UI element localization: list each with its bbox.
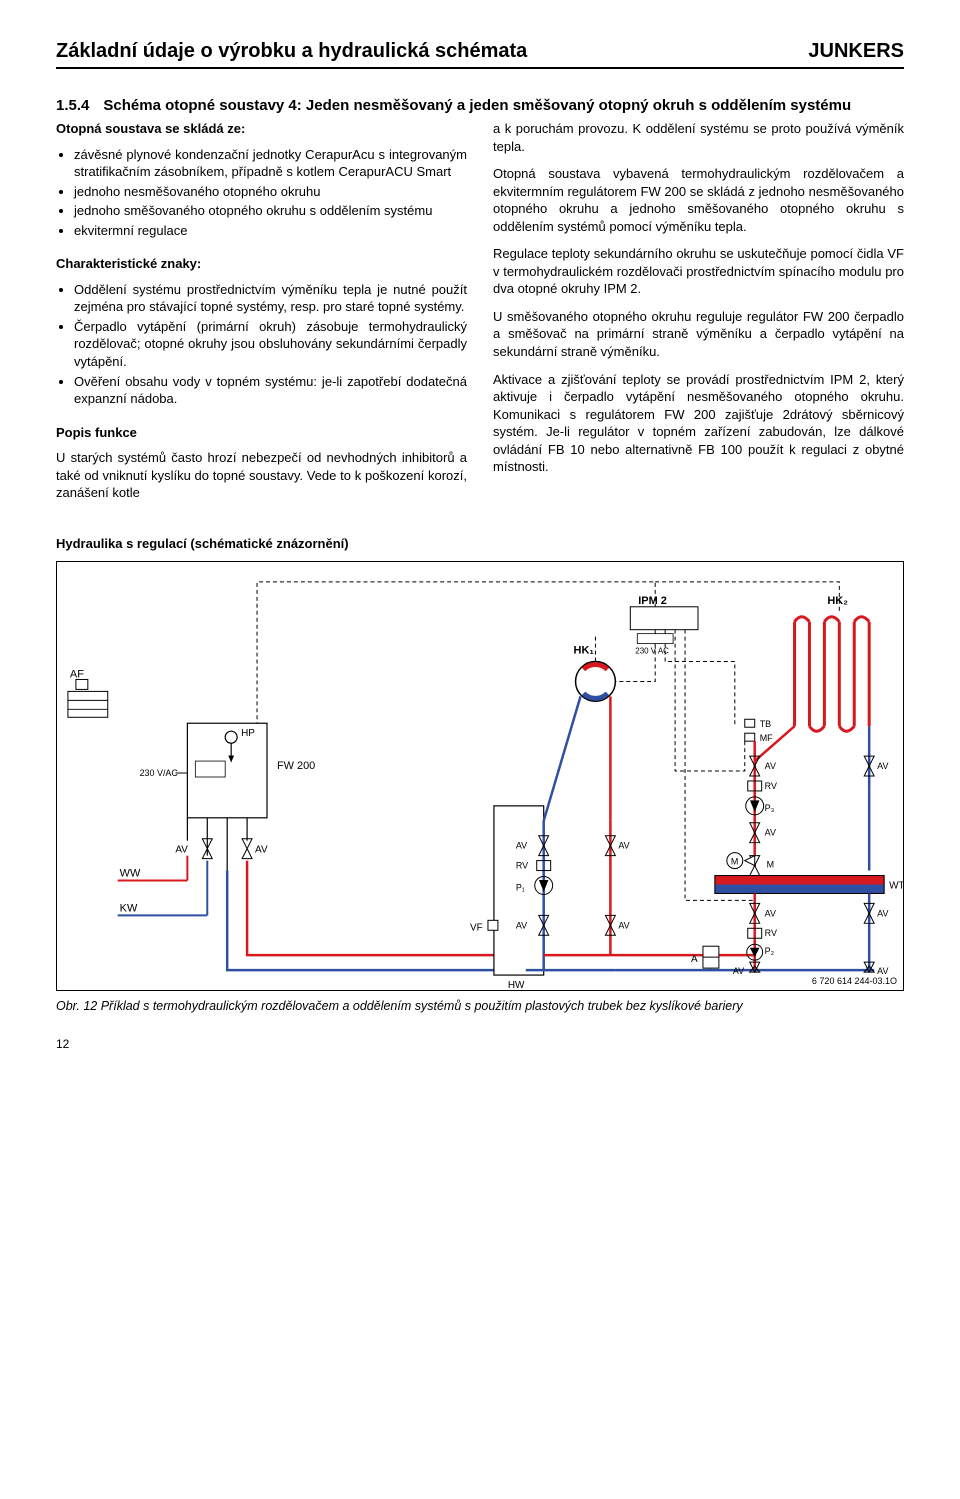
list-item: závěsné plynové kondenzační jednotky Cer… (74, 146, 467, 181)
label-av: AV (765, 828, 776, 838)
label-av: AV (618, 841, 629, 851)
list-item: jednoho směšovaného otopného okruhu s od… (74, 202, 467, 220)
right-column: a k poruchám provozu. K oddělení systému… (493, 120, 904, 512)
label-av: AV (255, 844, 268, 855)
svg-text:M: M (731, 856, 738, 866)
label-m: M (767, 859, 774, 869)
label-av: AV (877, 966, 888, 976)
label-hp: HP (241, 728, 255, 739)
label-av: AV (765, 908, 776, 918)
caption-prefix: Obr. 12 (56, 999, 97, 1013)
label-hk1: HK₁ (574, 644, 595, 656)
caption-text: Příklad s termohydraulickým rozdělovačem… (101, 999, 743, 1013)
list-item: jednoho nesměšovaného otopného okruhu (74, 183, 467, 201)
section-number: 1.5.4 (56, 97, 89, 114)
body-columns: Otopná soustava se skládá ze: závěsné pl… (56, 120, 904, 512)
left-list1: závěsné plynové kondenzační jednotky Cer… (56, 146, 467, 240)
left-sub1: Otopná soustava se skládá ze: (56, 120, 467, 138)
label-230vac-ipm: 230 V AC (635, 646, 669, 655)
label-kw: KW (120, 902, 138, 914)
right-p2: Otopná soustava vybavená termohydraulick… (493, 165, 904, 235)
list-item: Oddělení systému prostřednictvím výměník… (74, 281, 467, 316)
label-hw: HW (508, 980, 525, 990)
label-ipm2: IPM 2 (638, 595, 667, 607)
page-header: Základní údaje o výrobku a hydraulická s… (56, 40, 904, 69)
label-fw200: FW 200 (277, 760, 315, 772)
label-p2: P₂ (765, 946, 775, 956)
label-vf: VF (470, 922, 483, 933)
right-p1: a k poruchám provozu. K oddělení systému… (493, 120, 904, 155)
label-wt: WT (889, 880, 903, 891)
label-rv: RV (516, 860, 528, 870)
label-av: AV (733, 966, 744, 976)
page-number: 12 (56, 1037, 904, 1051)
left-column: Otopná soustava se skládá ze: závěsné pl… (56, 120, 467, 512)
af-sensor (68, 679, 108, 717)
label-av: AV (516, 841, 527, 851)
left-p1: U starých systémů často hrozí nebezpečí … (56, 449, 467, 502)
left-sub2: Charakteristické znaky: (56, 255, 467, 273)
list-item: ekvitermní regulace (74, 222, 467, 240)
label-230vac-boiler: 230 V/AC (140, 768, 179, 778)
left-sub3: Popis funkce (56, 424, 467, 442)
label-ww: WW (120, 867, 141, 879)
left-list2: Oddělení systému prostřednictvím výměník… (56, 281, 467, 408)
section-heading: 1.5.4 Schéma otopné soustavy 4: Jeden ne… (56, 97, 904, 114)
label-av: AV (618, 920, 629, 930)
label-av: AV (516, 920, 527, 930)
schematic-diagram: AF HP FW 200 230 V/AC (56, 561, 904, 991)
list-item: Ověření obsahu vody v topném systému: je… (74, 373, 467, 408)
label-tb: TB (760, 719, 771, 729)
diagram-ref: 6 720 614 244-03.1O (812, 976, 897, 986)
section-title: Schéma otopné soustavy 4: Jeden nesměšov… (103, 97, 851, 114)
right-p5: Aktivace a zjišťování teploty se provádí… (493, 371, 904, 476)
label-rv: RV (765, 781, 777, 791)
schematic-title: Hydraulika s regulací (schématické znázo… (56, 536, 904, 551)
label-rv: RV (765, 928, 777, 938)
figure-caption: Obr. 12 Příklad s termohydraulickým rozd… (56, 999, 904, 1013)
right-p4: U směšovaného otopného okruhu reguluje r… (493, 308, 904, 361)
label-af: AF (70, 668, 84, 680)
label-av: AV (877, 908, 888, 918)
label-av: AV (877, 761, 888, 771)
label-p3: P₃ (765, 803, 775, 813)
list-item: Čerpadlo vytápění (primární okruh) zásob… (74, 318, 467, 371)
label-av: AV (765, 761, 776, 771)
label-av: AV (175, 844, 188, 855)
label-p1: P₁ (516, 882, 525, 892)
label-a: A (691, 954, 698, 965)
label-mf: MF (760, 733, 773, 743)
right-p3: Regulace teploty sekundárního okruhu se … (493, 245, 904, 298)
header-brand: JUNKERS (808, 40, 904, 63)
header-title: Základní údaje o výrobku a hydraulická s… (56, 40, 527, 63)
label-hk2: HK₂ (827, 595, 848, 607)
